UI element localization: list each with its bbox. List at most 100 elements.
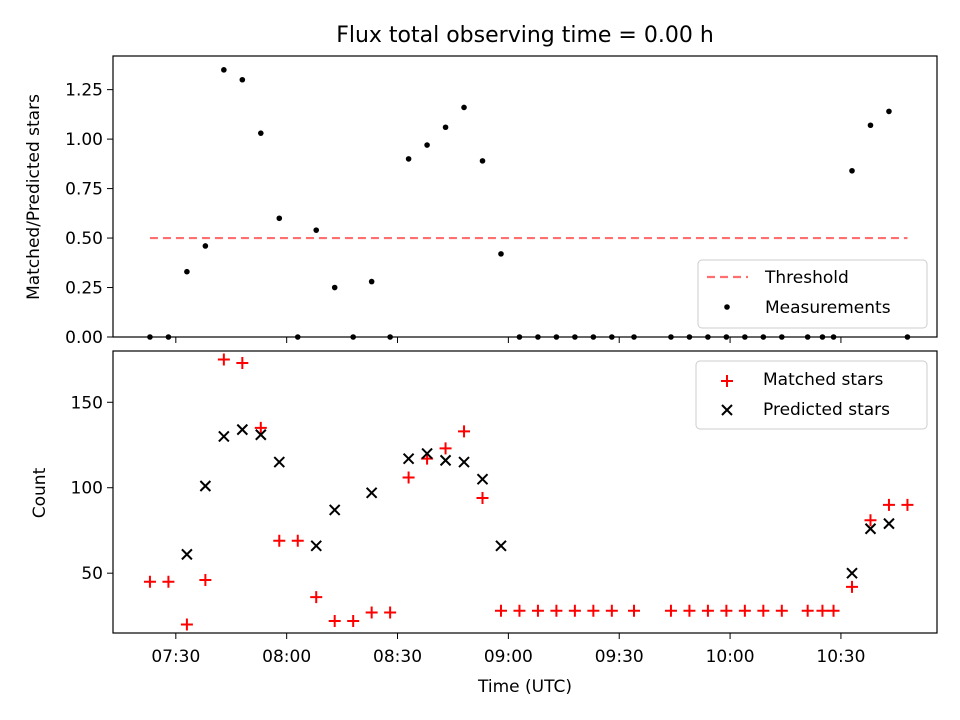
measurement-point xyxy=(849,167,855,174)
predicted-star-point xyxy=(199,480,212,492)
legend-predicted-label: Predicted stars xyxy=(763,400,890,420)
bottom-axes-frame xyxy=(112,350,938,634)
bottom-legend-frame xyxy=(695,360,928,430)
matched-star-point xyxy=(628,604,641,617)
measurement-point xyxy=(258,130,264,136)
legend-matched-swatch xyxy=(721,375,733,387)
matched-star-point xyxy=(458,425,471,438)
matched-star-point xyxy=(738,604,751,617)
predicted-star-point xyxy=(181,548,193,561)
matched-star-point xyxy=(683,604,696,617)
bottom-y-axis: 50 100 150 xyxy=(71,393,113,584)
predicted-star-point xyxy=(255,429,267,441)
top-panel: 0.00 0.25 0.50 0.75 1.00 1.25 Matched/Predict… xyxy=(24,55,938,348)
predicted-star-point xyxy=(365,487,378,499)
matched-star-point xyxy=(273,534,286,547)
x-tick-label: 08:00 xyxy=(262,647,311,667)
matched-star-point xyxy=(199,574,212,587)
matched-star-point xyxy=(846,580,859,593)
matched-star-point xyxy=(143,575,156,588)
top-legend: Threshold Measurements xyxy=(697,259,928,329)
bottom-legend: Matched stars Predicted stars xyxy=(695,360,928,430)
matched-star-point xyxy=(864,514,877,527)
measurement-point xyxy=(202,243,209,249)
predicted-star-point xyxy=(310,540,322,552)
matched-star-point xyxy=(439,442,452,455)
predicted-star-point xyxy=(439,454,452,467)
matched-star-point xyxy=(236,356,249,369)
measurement-point xyxy=(276,215,283,222)
matched-star-point xyxy=(801,604,814,617)
matched-star-point xyxy=(901,498,914,511)
predicted-star-point xyxy=(273,456,285,468)
x-tick-label: 10:30 xyxy=(816,647,865,667)
matched-star-point xyxy=(827,604,840,617)
legend-threshold-label: Threshold xyxy=(764,268,849,288)
matched-star-point xyxy=(217,353,230,366)
predicted-star-point xyxy=(218,430,230,443)
x-axis-label: Time (UTC) xyxy=(477,677,572,697)
matched-star-point xyxy=(347,615,360,628)
matched-star-point xyxy=(664,604,677,617)
predicted-star-point xyxy=(495,540,507,552)
measurement-point xyxy=(331,284,338,291)
matched-star-point xyxy=(402,471,415,484)
predicted-star-point xyxy=(476,473,489,485)
x-tick-label: 10:00 xyxy=(706,647,755,667)
matched-star-point xyxy=(701,604,714,617)
y-tick-label: 1.00 xyxy=(65,130,103,150)
predicted-star-point xyxy=(421,447,433,460)
measurement-point xyxy=(498,251,504,257)
top-y-axis-label: Matched/Predicted stars xyxy=(24,94,44,300)
measurement-point xyxy=(221,67,227,73)
measurement-point xyxy=(867,122,874,129)
matched-star-point xyxy=(162,575,175,588)
predicted-star-point xyxy=(236,423,249,436)
matched-star-point xyxy=(550,604,563,617)
matched-star-point xyxy=(882,498,895,511)
measurement-point xyxy=(313,227,320,233)
chart-title: Flux total observing time = 0.00 h xyxy=(336,23,714,48)
predicted-star-point xyxy=(458,456,470,468)
bottom-x-axis: 07:30 08:00 08:30 09:00 09:30 10:00 10:30 xyxy=(151,633,865,667)
x-tick-label: 09:30 xyxy=(595,647,644,667)
matched-star-point xyxy=(310,591,323,604)
y-tick-label: 0.75 xyxy=(65,180,103,200)
bottom-panel: 50 100 150 07:30 08:00 08:30 09:00 09:30 10:00 1… xyxy=(30,350,938,697)
x-tick-label: 09:00 xyxy=(484,647,533,667)
top-legend-frame xyxy=(697,259,928,329)
legend-measurements-swatch xyxy=(724,304,730,310)
matched-star-point xyxy=(513,604,526,617)
predicted-star-point xyxy=(846,567,858,579)
top-x-axis xyxy=(175,337,842,343)
measurement-point xyxy=(239,76,246,83)
measurement-point xyxy=(886,108,892,115)
top-y-axis: 0.00 0.25 0.50 0.75 1.00 1.25 xyxy=(65,81,113,348)
matched-star-point xyxy=(775,604,788,617)
matched-star-point xyxy=(531,604,544,617)
x-tick-label: 08:30 xyxy=(373,647,422,667)
y-tick-label: 1.25 xyxy=(65,81,103,101)
predicted-star-point xyxy=(864,523,877,535)
matched-star-point xyxy=(568,604,581,617)
top-plot-area xyxy=(147,67,911,340)
predicted-star-point xyxy=(402,452,415,465)
y-tick-label: 50 xyxy=(81,564,103,584)
bottom-plot-area xyxy=(143,353,914,631)
measurement-point xyxy=(442,124,449,131)
measurement-point xyxy=(461,104,467,111)
matched-star-point xyxy=(328,615,341,628)
matched-star-point xyxy=(494,604,507,617)
legend-measurements-label: Measurements xyxy=(765,298,891,318)
matched-star-point xyxy=(384,606,397,619)
matched-star-point xyxy=(757,604,770,617)
top-axes-frame xyxy=(112,55,938,338)
measurement-point xyxy=(479,158,486,164)
measurement-point xyxy=(368,278,375,285)
predicted-star-point xyxy=(883,517,895,530)
y-tick-label: 0.00 xyxy=(65,328,103,348)
matched-star-point xyxy=(605,604,618,617)
matched-star-point xyxy=(587,604,600,617)
matched-star-point xyxy=(180,618,193,631)
